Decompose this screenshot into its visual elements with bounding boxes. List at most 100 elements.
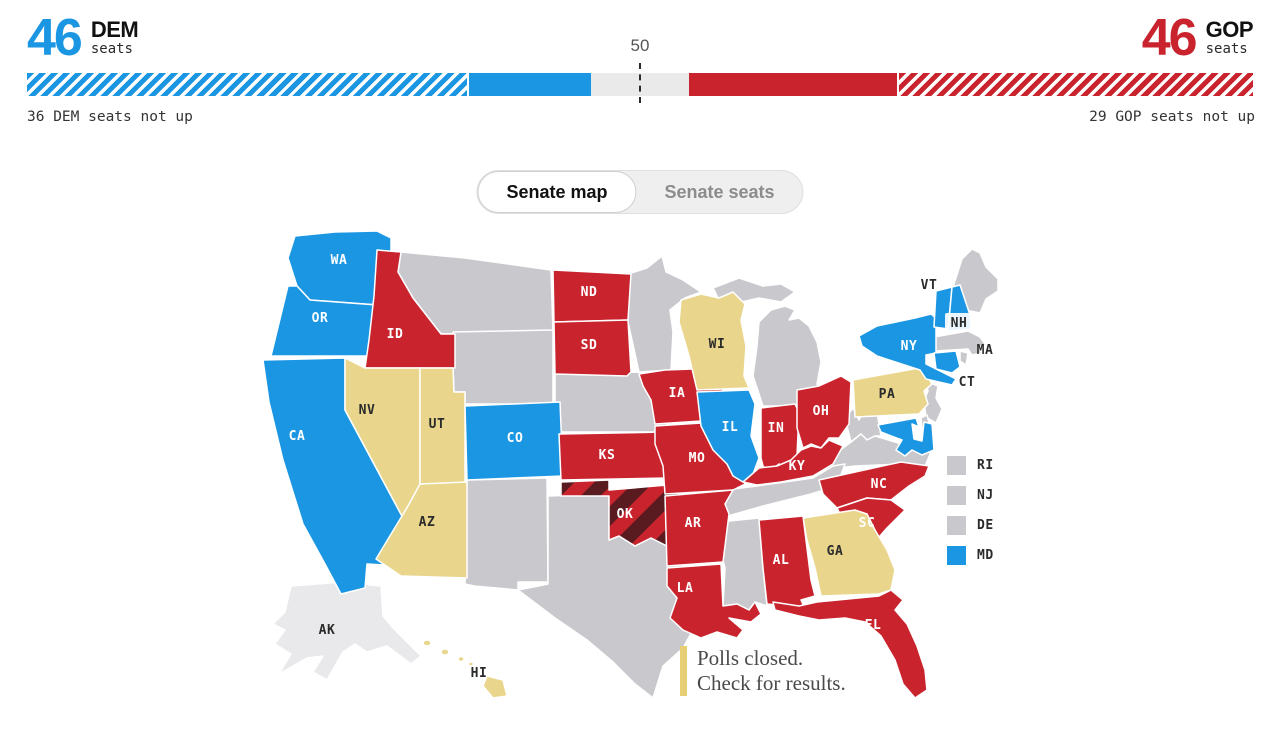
label-KS: KS	[599, 448, 616, 463]
label-GA: GA	[827, 544, 844, 559]
label-FL: FL	[865, 618, 882, 633]
label-CT: CT	[959, 375, 976, 390]
state-OH[interactable]	[796, 375, 852, 449]
label-AK: AK	[319, 623, 336, 638]
legend-label-DE: DE	[977, 518, 994, 533]
state-MA[interactable]	[933, 330, 987, 356]
state-WY[interactable]	[452, 329, 554, 405]
small-state-legend: RI NJ DE MD	[947, 456, 994, 576]
bar-segment-gop-won	[688, 73, 897, 96]
gop-seat-count: 46	[1141, 9, 1198, 67]
label-AL: AL	[773, 553, 790, 568]
label-NV: NV	[359, 403, 376, 418]
legend-row-RI: RI	[947, 456, 994, 475]
polls-closed-swatch	[680, 646, 687, 696]
state-HI-island-1[interactable]	[422, 639, 432, 647]
state-NY[interactable]	[858, 313, 957, 386]
state-WI[interactable]	[678, 291, 750, 391]
state-NC[interactable]	[818, 461, 930, 509]
label-OK: OK	[617, 507, 634, 522]
legend-swatch-RI	[947, 456, 966, 475]
state-SD[interactable]	[553, 319, 632, 377]
label-AZ: AZ	[419, 515, 436, 530]
label-NH-bg	[945, 313, 974, 332]
label-KY: KY	[789, 459, 806, 474]
legend-swatch-NJ	[947, 486, 966, 505]
state-AR[interactable]	[664, 489, 734, 567]
legend-swatch-DE	[947, 516, 966, 535]
legend-label-NJ: NJ	[977, 488, 994, 503]
label-SD: SD	[581, 338, 598, 353]
tab-senate-map[interactable]: Senate map	[477, 171, 637, 213]
tab-senate-seats[interactable]: Senate seats	[636, 171, 802, 213]
state-MN[interactable]	[627, 255, 702, 373]
legend-row-MD: MD	[947, 546, 994, 565]
state-MI[interactable]	[752, 305, 824, 407]
state-FL[interactable]	[772, 589, 928, 699]
bar-segment-gop-not-up	[898, 73, 1254, 96]
label-IN: IN	[768, 421, 785, 436]
label-NH: NH	[951, 316, 968, 331]
state-HI-island-2[interactable]	[440, 648, 450, 656]
legend-row-NJ: NJ	[947, 486, 994, 505]
label-MA: MA	[977, 343, 994, 358]
state-HI-island-4[interactable]	[467, 661, 475, 667]
state-AZ[interactable]	[375, 481, 468, 579]
seat-balance-bar	[27, 73, 1254, 96]
legend-label-MD: MD	[977, 548, 994, 563]
state-MD[interactable]	[877, 417, 935, 457]
state-TN[interactable]	[718, 463, 846, 519]
state-HI-island-3[interactable]	[457, 655, 465, 663]
dem-seat-count: 46	[27, 9, 83, 67]
state-AK[interactable]	[272, 581, 422, 681]
state-KY[interactable]	[742, 439, 844, 486]
gop-not-up-label: 29 GOP seats not up	[1089, 109, 1255, 125]
gop-headline: 46 GOP seats	[1141, 9, 1254, 67]
us-senate-map: WA OR CA ID NV UT AZ CO ND SD KS OK IA M…	[262, 230, 999, 699]
state-ID[interactable]	[364, 249, 456, 369]
state-LA[interactable]	[666, 563, 762, 639]
label-NY: NY	[901, 339, 918, 354]
label-ND: ND	[581, 285, 598, 300]
bar-segment-dem-not-up	[27, 73, 467, 96]
label-AR: AR	[685, 516, 702, 531]
polls-closed-line2: Check for results.	[697, 671, 846, 695]
polls-closed-note: Polls closed. Check for results.	[680, 646, 846, 696]
label-VT: VT	[921, 278, 938, 293]
label-UT: UT	[429, 417, 446, 432]
legend-row-DE: DE	[947, 516, 994, 535]
state-CT[interactable]	[933, 350, 961, 374]
dem-party-label: DEM	[90, 17, 139, 42]
dem-not-up-label: 36 DEM seats not up	[27, 109, 193, 125]
label-CO: CO	[507, 431, 524, 446]
label-LA: LA	[677, 581, 694, 596]
legend-swatch-MD	[947, 546, 966, 565]
majority-marker-line	[639, 63, 641, 103]
state-RI[interactable]	[959, 350, 969, 366]
label-IL: IL	[722, 420, 739, 435]
label-SC: SC	[859, 516, 876, 531]
dem-headline: 46 DEM seats	[27, 9, 139, 67]
state-HI[interactable]	[482, 675, 508, 699]
gop-seats-unit: seats	[1205, 41, 1248, 57]
label-CA: CA	[289, 429, 306, 444]
label-NC: NC	[871, 477, 888, 492]
polls-closed-line1: Polls closed.	[697, 646, 804, 670]
label-WI: WI	[709, 337, 726, 352]
bar-segment-dem-won	[468, 73, 592, 96]
state-OK[interactable]	[560, 479, 682, 547]
label-IA: IA	[669, 386, 686, 401]
label-WA: WA	[331, 253, 348, 268]
legend-label-RI: RI	[977, 458, 994, 473]
dem-seats-unit: seats	[90, 41, 133, 57]
label-OH: OH	[813, 404, 830, 419]
label-MO: MO	[689, 451, 706, 466]
state-NM[interactable]	[464, 477, 549, 591]
state-NJ[interactable]	[923, 380, 943, 424]
view-toggle: Senate map Senate seats	[476, 170, 804, 214]
label-ID: ID	[387, 327, 404, 342]
state-GA[interactable]	[802, 509, 896, 597]
label-HI: HI	[471, 666, 488, 681]
state-AL[interactable]	[758, 515, 816, 609]
label-PA: PA	[879, 387, 896, 402]
